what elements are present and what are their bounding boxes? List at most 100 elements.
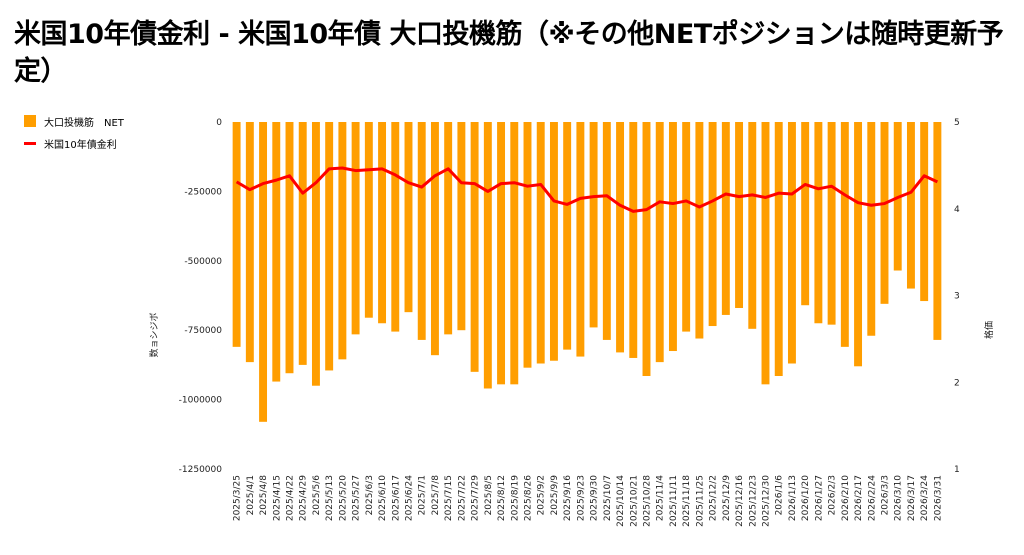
x-tick-label: 2026/1/13 [788,475,798,521]
bar [880,122,889,304]
bar [245,122,254,363]
legend-label-net: 大口投機筋 NET [44,117,124,129]
bar [933,122,942,340]
bar [364,122,373,318]
bar [417,122,426,340]
chart-legend: 大口投機筋 NET 米国10年債金利 [24,110,124,154]
x-tick-label: 2025/6/24 [405,475,415,521]
bar [351,122,360,335]
bar [682,122,691,332]
x-tick-label: 2025/5/27 [352,475,362,521]
y-tick-label: 0 [216,118,222,128]
x-tick-label: 2025/9/16 [563,475,573,521]
x-axis: 2025/3/25 2025/4/1 2025/4/8 2025/4/15 2025/4… [233,475,944,527]
x-tick-label: 2025/7/1 [418,475,428,515]
x-tick-label: 2025/9/9 [550,475,560,516]
x-tick-label: 2025/9/23 [576,475,586,521]
x-tick-label: 2025/4/1 [246,475,256,515]
x-tick-label: 2025/6/10 [378,475,388,521]
bar [774,122,783,376]
y2-tick-label: 2 [954,378,960,388]
y-tick-label: -750000 [184,326,222,336]
bar [523,122,532,368]
bar [232,122,241,347]
x-tick-label: 2025/8/12 [497,475,507,521]
bar [602,122,611,340]
bar [761,122,770,385]
x-tick-label: 2025/7/29 [471,475,481,521]
x-tick-label: 2026/1/20 [801,475,811,521]
bar [906,122,915,289]
x-tick-label: 2025/10/7 [603,475,613,521]
bar [549,122,558,361]
x-tick-label: 2025/10/21 [629,475,639,527]
bar [576,122,585,357]
bar [311,122,320,386]
y2-tick-label: 4 [954,205,960,215]
x-tick-label: 2025/8/5 [484,475,494,515]
x-tick-label: 2025/11/18 [682,475,692,527]
x-tick-label: 2025/4/8 [259,475,269,516]
x-tick-label: 2025/9/2 [537,475,547,515]
bar [470,122,479,372]
y2-tick-label: 5 [954,118,960,128]
bar [589,122,598,328]
bar [483,122,492,389]
x-tick-label: 2025/12/9 [722,475,732,521]
legend-item-net: 大口投機筋 NET [24,110,124,132]
bar [298,122,307,365]
bar [708,122,717,327]
bar [510,122,519,385]
x-tick-label: 2025/7/15 [444,475,454,521]
bar [430,122,439,356]
x-tick-label: 2026/2/24 [867,475,877,521]
bar [721,122,730,315]
x-tick-label: 2026/3/24 [920,475,930,521]
x-tick-label: 2026/3/10 [894,475,904,521]
x-tick-label: 2026/1/6 [775,475,785,516]
y2-tick-label: 3 [954,292,960,302]
x-tick-label: 2025/5/6 [312,475,322,516]
bar [444,122,453,335]
x-tick-label: 2025/6/3 [365,475,375,515]
bar [391,122,400,332]
bar [695,122,704,339]
bar [787,122,796,364]
x-tick-label: 2026/3/17 [907,475,917,521]
bar [840,122,849,347]
bar [285,122,294,374]
y2-axis-title: 格価 [983,321,995,339]
bar [748,122,757,329]
bar [404,122,413,313]
bar [814,122,823,324]
x-tick-label: 2026/1/27 [814,475,824,521]
x-tick-label: 2025/11/4 [656,475,666,521]
x-tick-label: 2026/2/17 [854,475,864,521]
legend-label-yield: 米国10年債金利 [44,139,117,151]
bar [867,122,876,336]
y-axis-left: 0 -250000 -500000 -750000 -1000000 -1250000 [179,118,223,475]
x-tick-label: 2025/5/13 [325,475,335,521]
yield-line [235,166,939,213]
chart-title: 米国10年債金利 - 米国10年債 大口投機筋（※その他NETポジションは随時更… [14,19,1004,87]
y-tick-label: -1000000 [179,396,223,406]
bar [616,122,625,353]
bar [272,122,281,382]
bar [668,122,677,352]
x-tick-label: 2025/12/23 [748,475,758,527]
y-tick-label: -1250000 [179,465,223,475]
bar [259,122,268,422]
bar [325,122,334,371]
bar [655,122,664,363]
x-tick-label: 2025/7/8 [431,475,441,516]
x-tick-label: 2025/9/30 [590,475,600,521]
bar [497,122,506,385]
bar-series [232,122,942,422]
y-axis-title: 数ョシジボ [148,312,160,357]
x-tick-label: 2026/3/3 [881,475,891,515]
x-tick-label: 2025/5/20 [338,475,348,521]
x-tick-label: 2026/3/31 [933,475,943,521]
x-tick-label: 2025/10/14 [616,475,626,527]
bar [563,122,572,350]
x-tick-label: 2025/4/29 [299,475,309,521]
